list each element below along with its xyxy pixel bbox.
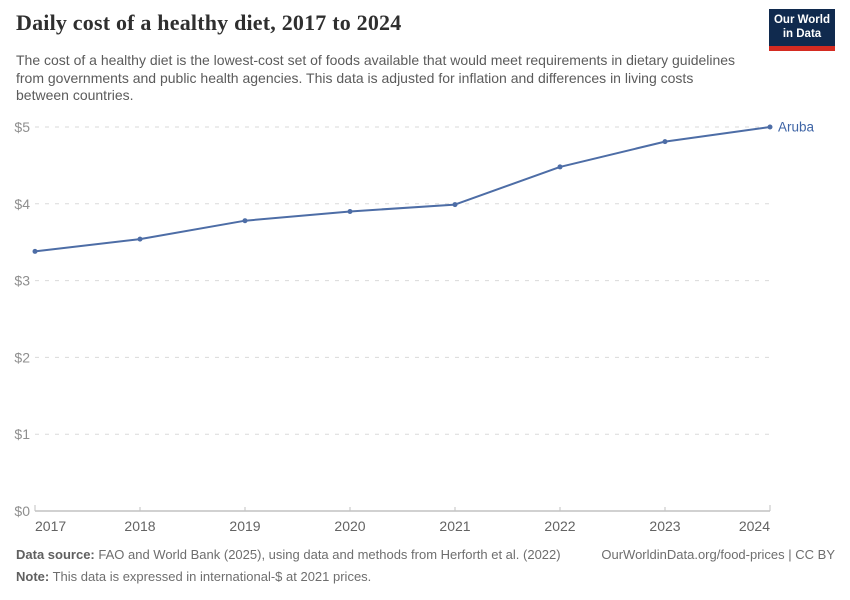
data-point[interactable] — [452, 202, 458, 208]
y-tick-label: $0 — [14, 503, 30, 519]
y-tick-label: $4 — [14, 196, 30, 212]
y-tick-label: $2 — [14, 349, 30, 365]
data-point[interactable] — [662, 139, 668, 145]
data-source-text: FAO and World Bank (2025), using data an… — [98, 547, 561, 562]
data-point[interactable] — [347, 208, 353, 214]
x-tick-label: 2018 — [124, 518, 155, 534]
data-source-label: Data source: — [16, 547, 95, 562]
data-point[interactable] — [242, 218, 248, 224]
y-tick-label: $5 — [14, 119, 30, 135]
data-source-line: Data source: FAO and World Bank (2025), … — [16, 544, 596, 566]
x-tick-label: 2022 — [544, 518, 575, 534]
y-tick-label: $3 — [14, 273, 30, 289]
note-line: Note: This data is expressed in internat… — [16, 566, 596, 588]
y-tick-label: $1 — [14, 426, 30, 442]
x-tick-label: 2020 — [334, 518, 365, 534]
footer-left: Data source: FAO and World Bank (2025), … — [16, 544, 596, 588]
x-tick-label: 2017 — [35, 518, 66, 534]
chart-subtitle: The cost of a healthy diet is the lowest… — [16, 52, 736, 103]
series-end-label[interactable]: Aruba — [778, 120, 815, 135]
owid-logo-line2: in Data — [782, 27, 822, 40]
data-point[interactable] — [137, 236, 143, 242]
data-point[interactable] — [767, 124, 773, 130]
data-point[interactable] — [557, 164, 563, 170]
x-tick-label: 2023 — [649, 518, 680, 534]
chart-footer: Data source: FAO and World Bank (2025), … — [16, 544, 835, 588]
trend-line[interactable] — [34, 126, 771, 253]
x-tick-label: 2024 — [739, 518, 770, 534]
x-tick-label: 2021 — [439, 518, 470, 534]
data-point[interactable] — [32, 248, 38, 254]
note-label: Note: — [16, 569, 50, 584]
footer-attribution-link[interactable]: OurWorldinData.org/food-prices | CC BY — [601, 547, 835, 562]
note-text: This data is expressed in international-… — [52, 569, 372, 584]
owid-logo: Our World in Data — [769, 9, 835, 51]
owid-logo-line1: Our World — [773, 14, 830, 26]
page-title: Daily cost of a healthy diet, 2017 to 20… — [16, 10, 402, 35]
x-tick-label: 2019 — [229, 518, 260, 534]
